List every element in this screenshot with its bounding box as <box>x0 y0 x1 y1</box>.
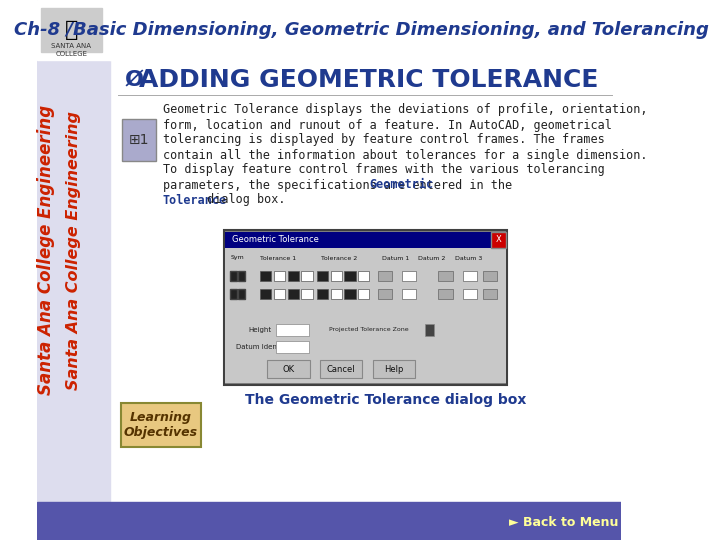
Bar <box>425 324 434 336</box>
Text: Santa Ana College Engineering: Santa Ana College Engineering <box>37 105 55 395</box>
Bar <box>224 230 507 385</box>
Bar <box>302 289 312 299</box>
Bar <box>110 0 621 60</box>
Bar <box>238 289 245 299</box>
Text: Learning
Objectives: Learning Objectives <box>123 411 197 439</box>
Bar <box>260 271 271 281</box>
Text: 79: 79 <box>597 490 611 500</box>
Bar <box>238 271 245 281</box>
FancyBboxPatch shape <box>267 360 310 378</box>
Bar <box>358 271 369 281</box>
Bar <box>37 0 110 502</box>
Text: ► Back to Menu: ► Back to Menu <box>509 516 618 529</box>
Text: Help: Help <box>384 364 403 374</box>
Bar <box>302 271 312 281</box>
Bar <box>230 271 237 281</box>
Bar <box>317 271 328 281</box>
Text: ⊞1: ⊞1 <box>128 133 149 147</box>
Text: ADDING GEOMETRIC TOLERANCE: ADDING GEOMETRIC TOLERANCE <box>139 68 598 92</box>
Text: Tolerance 2: Tolerance 2 <box>321 255 357 260</box>
Text: To display feature control frames with the various tolerancing: To display feature control frames with t… <box>163 164 605 177</box>
Text: Santa Ana College Engineering: Santa Ana College Engineering <box>66 111 81 389</box>
Text: contain all the information about tolerances for a single dimension.: contain all the information about tolera… <box>163 148 647 161</box>
Text: form, location and runout of a feature. In AutoCAD, geometrical: form, location and runout of a feature. … <box>163 118 612 132</box>
Bar <box>288 289 299 299</box>
Bar <box>377 289 392 299</box>
Text: Datum 2: Datum 2 <box>418 255 446 260</box>
Bar <box>402 271 416 281</box>
Bar <box>330 289 342 299</box>
Bar <box>230 289 237 299</box>
Text: Cancel: Cancel <box>327 364 356 374</box>
Text: Projected Tolerance Zone: Projected Tolerance Zone <box>329 327 409 333</box>
Bar <box>344 271 356 281</box>
Bar <box>260 289 271 299</box>
Text: Datum 1: Datum 1 <box>382 255 409 260</box>
Bar <box>358 289 369 299</box>
Text: Ø: Ø <box>125 70 144 90</box>
Text: Geometric: Geometric <box>369 179 433 192</box>
Bar <box>225 248 505 383</box>
FancyBboxPatch shape <box>373 360 415 378</box>
Bar <box>288 271 299 281</box>
Bar <box>402 289 416 299</box>
Text: X: X <box>495 235 501 245</box>
Bar <box>483 289 498 299</box>
Text: Sym: Sym <box>230 255 244 260</box>
Bar <box>42 8 102 52</box>
Bar <box>37 502 621 540</box>
FancyBboxPatch shape <box>122 119 156 161</box>
Text: tolerancing is displayed by feature control frames. The frames: tolerancing is displayed by feature cont… <box>163 133 605 146</box>
Text: Tolerance: Tolerance <box>163 193 227 206</box>
Text: parameters, the specifications are entered in the: parameters, the specifications are enter… <box>163 179 519 192</box>
FancyBboxPatch shape <box>121 403 201 447</box>
Bar <box>276 324 309 336</box>
Bar <box>317 289 328 299</box>
Text: OK: OK <box>282 364 294 374</box>
Text: Datum Identifier: Datum Identifier <box>236 344 293 350</box>
Bar <box>330 271 342 281</box>
Text: The Geometric Tolerance dialog box: The Geometric Tolerance dialog box <box>245 393 526 407</box>
Bar <box>276 341 309 353</box>
Bar <box>463 289 477 299</box>
Bar <box>37 0 112 60</box>
Bar <box>225 232 505 248</box>
Bar <box>438 289 453 299</box>
Text: Ch-8 /Basic Dimensioning, Geometric Dimensioning, and Tolerancing: Ch-8 /Basic Dimensioning, Geometric Dime… <box>14 21 708 39</box>
Bar <box>483 271 498 281</box>
Text: Height: Height <box>248 327 271 333</box>
Bar <box>274 289 285 299</box>
FancyBboxPatch shape <box>320 360 362 378</box>
Bar <box>491 232 505 248</box>
Bar <box>463 271 477 281</box>
Bar <box>377 271 392 281</box>
Text: dialog box.: dialog box. <box>200 193 286 206</box>
Text: Tolerance 1: Tolerance 1 <box>260 255 297 260</box>
Bar <box>274 271 285 281</box>
Bar <box>438 271 453 281</box>
Text: SANTA ANA
COLLEGE: SANTA ANA COLLEGE <box>51 44 91 57</box>
Text: Geometric Tolerance displays the deviations of profile, orientation,: Geometric Tolerance displays the deviati… <box>163 104 647 117</box>
Text: Geometric Tolerance: Geometric Tolerance <box>232 235 319 245</box>
Bar <box>344 289 356 299</box>
Text: Datum 3: Datum 3 <box>454 255 482 260</box>
Text: 🏛: 🏛 <box>65 20 78 40</box>
